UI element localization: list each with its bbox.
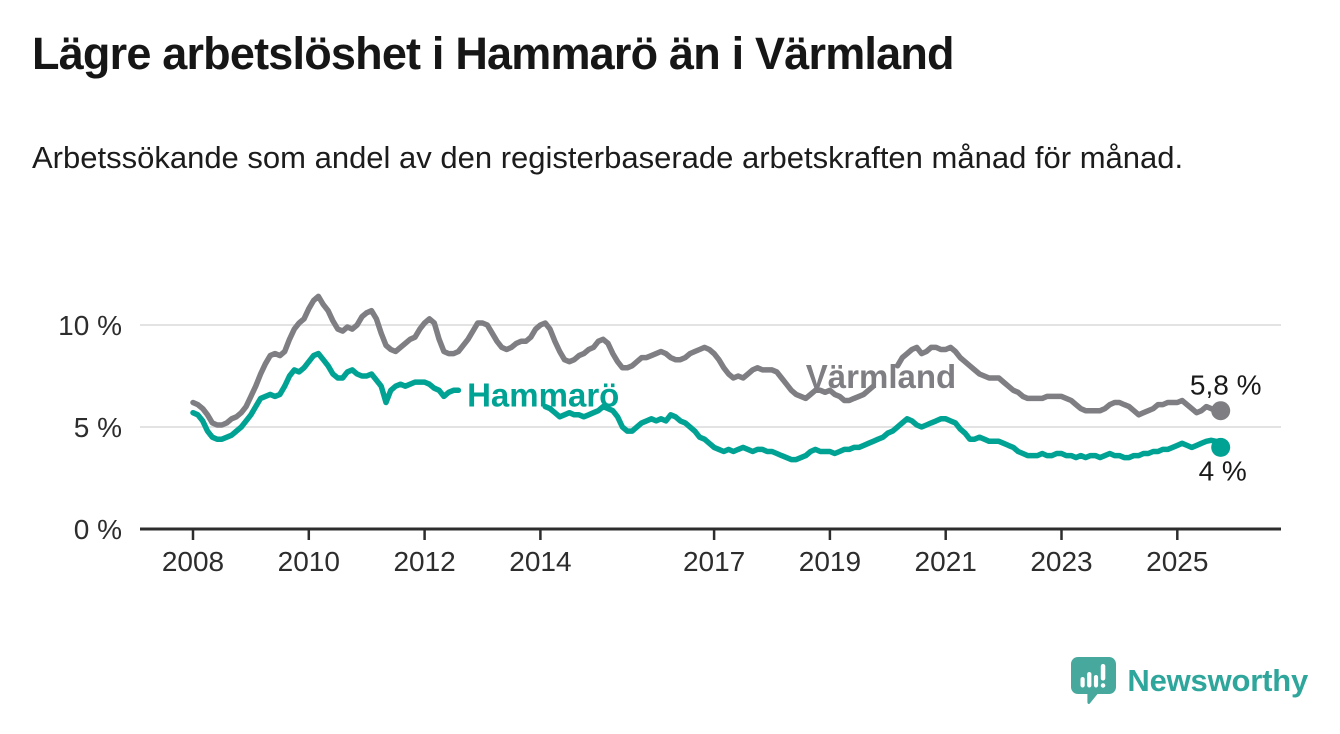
hammaro-line-segment-0 (190, 350, 462, 442)
chart-speech-bubble-icon (1071, 657, 1117, 704)
hammaro-line-segment-1 (542, 403, 1224, 463)
x-tick-label-2025: 2025 (1146, 546, 1208, 577)
x-tick-label-2021: 2021 (915, 546, 977, 577)
y-tick-label-5: 5 % (74, 412, 122, 443)
hammaro-series-label: Hammarö (467, 376, 619, 413)
hammaro-end-dot (1211, 437, 1231, 457)
x-tick-label-2019: 2019 (799, 546, 861, 577)
x-tick-label-2017: 2017 (683, 546, 745, 577)
varmland-end-dot (1211, 401, 1231, 421)
varmland-line-segment-0 (190, 293, 877, 428)
y-tick-label-0: 0 % (74, 514, 122, 545)
chart-subtitle: Arbetssökande som andel av den registerb… (32, 140, 1184, 175)
hammaro-end-value-label: 4 % (1199, 455, 1247, 486)
x-tick-label-2010: 2010 (278, 546, 340, 577)
newsworthy-logo-text: Newsworthy (1127, 662, 1308, 698)
varmland-line-segment-1 (894, 344, 1224, 418)
x-tick-label-2012: 2012 (393, 546, 455, 577)
x-tick-label-2014: 2014 (509, 546, 571, 577)
varmland-series-label: Värmland (806, 358, 956, 395)
varmland-end-value-label: 5,8 % (1190, 370, 1262, 401)
x-tick-label-2008: 2008 (162, 546, 224, 577)
chart-title: Lägre arbetslöshet i Hammarö än i Värmla… (32, 28, 955, 79)
newsworthy-logo: Newsworthy (1070, 656, 1308, 705)
x-tick-label-2023: 2023 (1030, 546, 1092, 577)
y-tick-label-10: 10 % (58, 310, 122, 341)
